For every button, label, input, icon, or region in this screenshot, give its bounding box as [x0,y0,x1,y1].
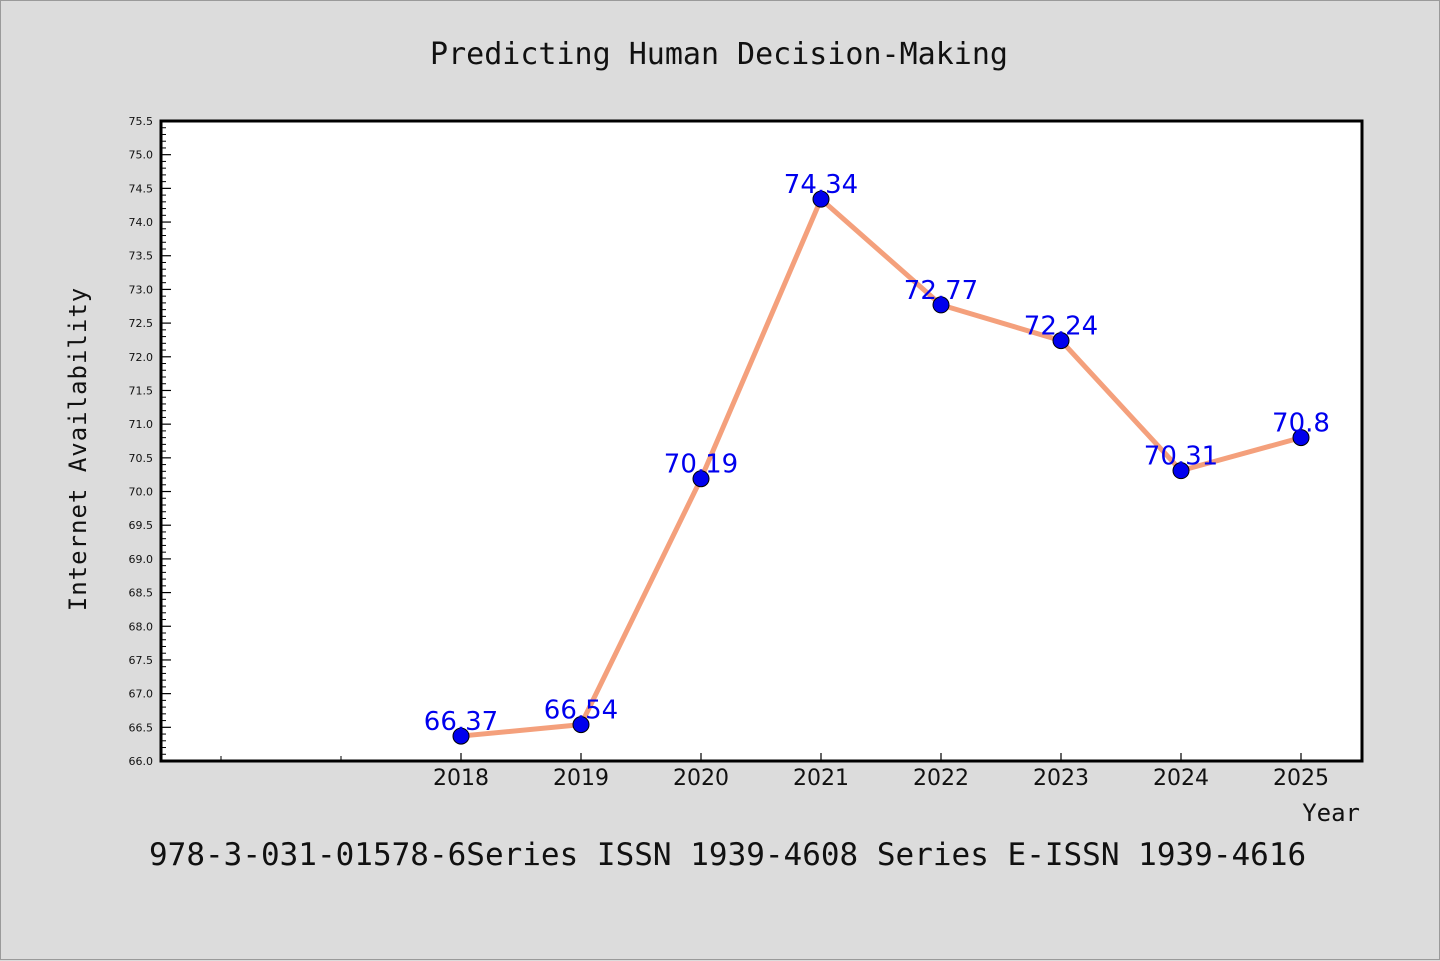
y-tick-label: 73.5 [129,250,154,263]
chart-title: Predicting Human Decision-Making [430,37,1008,72]
y-tick-label: 67.5 [129,654,154,667]
data-point-marker [1292,429,1310,447]
x-tick-label: 2022 [913,766,969,791]
y-tick-label: 69.0 [129,553,154,566]
y-tick-label: 69.5 [129,519,154,532]
y-tick-label: 66.5 [129,721,154,734]
data-point-marker [572,716,590,734]
y-tick-label: 73.0 [129,283,154,296]
data-point-marker [932,296,950,314]
x-axis-ticks: 2018 2019 2020 2021 2022 2023 2024 2025 [220,753,1329,791]
y-tick-label: 68.5 [129,587,154,600]
y-tick-label: 75.0 [129,149,154,162]
y-tick-label: 70.5 [129,452,154,465]
x-tick-label: 2025 [1273,766,1329,791]
x-tick-label: 2019 [553,766,609,791]
data-point-marker [812,190,830,208]
data-point-marker [692,470,710,488]
y-tick-label: 66.0 [129,755,154,768]
y-tick-label: 75.5 [129,115,154,128]
x-tick-label: 2024 [1153,766,1209,791]
y-tick-label: 67.0 [129,688,154,701]
y-tick-label: 71.0 [129,418,154,431]
series-layer: 66.37 66.54 70.19 74.34 72.77 72.24 70.31 70.8 [424,170,1330,745]
data-point-marker [452,727,470,745]
y-tick-label: 72.5 [129,317,154,330]
series-line [458,196,1304,739]
data-label: 72.77 [904,276,978,306]
data-label: 70.31 [1144,442,1218,472]
x-tick-label: 2020 [673,766,729,791]
data-label: 66.37 [424,707,498,737]
data-label: 66.54 [544,696,618,726]
y-tick-label: 71.5 [129,384,154,397]
y-tick-label: 74.0 [129,216,154,229]
y-tick-label: 68.0 [129,620,154,633]
plot-area [159,119,1364,763]
x-axis-label: Year [1302,799,1360,827]
y-tick-label: 72.0 [129,351,154,364]
y-tick-label: 70.0 [129,486,154,499]
data-point-marker [1052,332,1070,350]
data-label: 70.19 [664,450,738,480]
y-tick-label: 74.5 [129,182,154,195]
y-axis-ticks: 66.0 66.5 67.0 67.5 68.0 68.5 69.0 69.5 70.0 70.5… [129,115,171,768]
x-tick-label: 2021 [793,766,849,791]
data-label: 74.34 [784,170,858,200]
data-label: 72.24 [1024,312,1098,342]
x-tick-label: 2018 [433,766,489,791]
data-point-marker [1172,462,1190,480]
y-axis-label: Internet Availability [64,287,92,611]
data-label: 70.8 [1272,409,1330,439]
x-tick-label: 2023 [1033,766,1089,791]
footer-series-issn-text: 978-3-031-01578-6Series ISSN 1939-4608 S… [149,837,1306,873]
